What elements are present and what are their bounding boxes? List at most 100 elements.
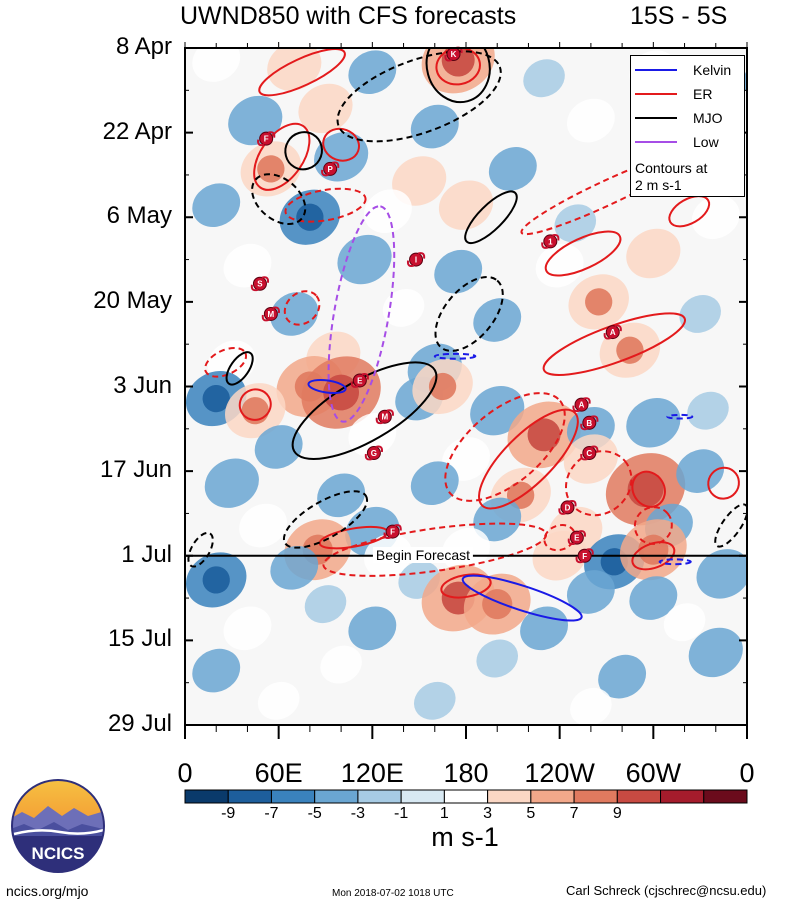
colorbar-label: 7 [569,805,579,822]
contour-mjo [284,131,323,171]
contour-er [631,541,676,571]
anomaly-cell [348,50,397,95]
anomaly-cell [687,391,729,430]
legend: Kelvin ER MJO Low Contours at 2 m s-1 [630,55,745,197]
contour-mjo [225,351,254,386]
colorbar-label: -9 [221,805,236,822]
storm-marker: M [375,409,394,425]
y-tick-label: 6 May [106,202,172,230]
anomaly-core [202,384,230,413]
contour-er [631,470,666,508]
anomaly-cell [267,48,322,91]
storm-letter: F [390,528,395,537]
legend-label: Kelvin [693,62,732,78]
storm-marker: E [567,530,586,546]
storm-marker: E [350,373,369,388]
colorbar-swatch [270,789,316,804]
legend-swatch [635,117,677,119]
colorbar-swatch [660,789,705,804]
storm-marker: A [572,397,591,413]
storm-letter: A [610,328,616,337]
storm-letter: E [357,376,363,385]
anomaly-cell [676,449,725,493]
anomaly-cell [192,48,241,82]
storm-marker: C [580,445,599,461]
contour-er [238,388,272,421]
legend-note-line1: Contours at [635,160,708,176]
storm-letter: A [579,401,585,410]
colorbar-swatch [227,789,272,804]
storm-marker: S [250,276,270,292]
anomaly-cell [363,189,412,234]
colorbar-label: -1 [394,805,409,822]
anomaly-cell [679,294,721,333]
anomaly-core [482,589,513,620]
contour-mjo [282,490,369,549]
colorbar-label: 9 [612,805,622,822]
anomaly-cell [223,606,272,651]
anomaly-cell [192,183,241,227]
anomaly-cell [535,243,584,288]
anomaly-cell [688,627,743,678]
colorbar-label: 5 [526,805,536,822]
contour-er [283,290,321,326]
anomaly-cell [348,606,397,651]
storm-marker: I [406,252,426,267]
storm-marker: F [575,548,594,564]
contour-er [544,230,622,277]
anomaly-cell [566,570,615,614]
anomaly-cell [257,681,300,720]
y-tick-label: 20 May [93,286,172,314]
colorbar-label: -7 [264,805,279,822]
storm-letter: M [268,310,275,319]
anomaly-cell [663,603,706,642]
anomaly-cell [204,458,259,508]
colorbar-swatch [184,789,229,804]
colorbar-label: 3 [483,805,493,822]
y-tick-label: 1 Jul [121,540,172,568]
anomaly-field [185,48,747,725]
storm-marker: P [321,161,340,177]
storm-letter: P [328,165,334,174]
y-tick-label: 3 Jun [113,371,172,399]
colorbar-label: -3 [350,805,366,822]
storm-letter: M [381,413,388,422]
ncics-logo: NCICS [11,779,105,873]
credit: Carl Schreck (cjschrec@ncsu.edu) [566,883,767,898]
x-tick-label: 0 [739,758,755,788]
anomaly-core [527,418,561,452]
legend-label: ER [693,86,713,102]
contour-kelvin [461,574,583,622]
colorbar-label: -5 [307,805,322,822]
contour-low [327,205,396,423]
anomaly-cell [382,288,425,327]
storm-letter: F [264,135,269,144]
colorbar-swatch [400,789,445,804]
storm-marker: M [261,306,280,322]
anomaly-core [202,566,230,594]
y-tick-label: 15 Jul [107,625,172,653]
anomaly-cell [410,461,459,506]
colorbar-swatch [357,789,402,804]
x-tick-label: 60W [625,758,682,788]
colorbar-swatch [573,789,618,804]
timestamp: Mon 2018-07-02 1018 UTC [332,888,454,899]
anomaly-cell [270,292,319,336]
wave-contours [187,48,747,622]
anomaly-cell [438,180,494,230]
contour-kelvin [666,413,694,420]
colorbar-label: 1 [439,805,449,822]
contour-er [668,195,711,228]
x-tick-label: 0 [177,758,193,788]
contour-er [478,408,579,510]
legend-note: Contours at 2 m s-1 [635,160,707,194]
y-tick-label: 17 Jun [99,456,172,484]
anomaly-cell [598,654,647,699]
y-tick-label: 29 Jul [107,710,172,737]
anomaly-cell [298,83,353,134]
storm-letter: C [586,449,592,458]
anomaly-cell [320,645,362,684]
anomaly-core [616,336,644,364]
anomaly-cell [473,298,522,342]
contour-mjo [187,531,214,568]
